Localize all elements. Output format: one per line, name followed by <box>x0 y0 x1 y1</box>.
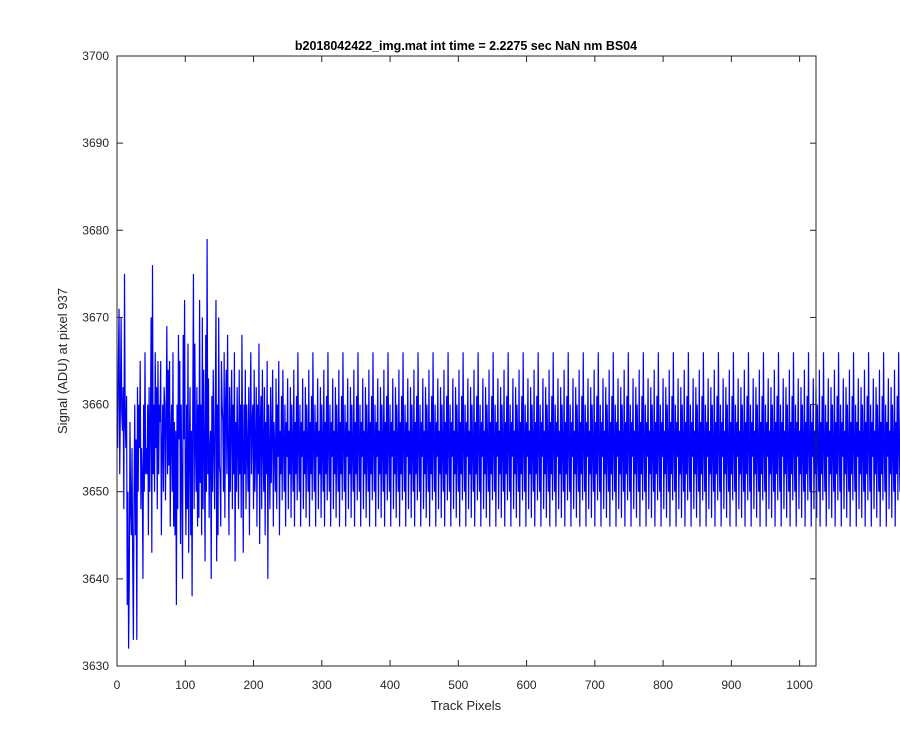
plot-background <box>117 56 816 666</box>
x-tick-label: 300 <box>312 678 332 692</box>
y-tick-label: 3660 <box>82 398 109 412</box>
x-tick-label: 200 <box>244 678 264 692</box>
y-tick-label: 3690 <box>82 136 109 150</box>
x-tick-label: 700 <box>585 678 605 692</box>
y-tick-label: 3640 <box>82 572 109 586</box>
x-axis: 0 100 200 300 400 500 600 700 800 900 1000 <box>114 56 813 692</box>
axes-box <box>116 55 817 667</box>
x-tick-label: 100 <box>175 678 195 692</box>
x-tick-label: 400 <box>380 678 400 692</box>
x-tick-label: 800 <box>653 678 673 692</box>
y-tick-label: 3650 <box>82 485 109 499</box>
y-tick-label: 3630 <box>82 659 109 673</box>
y-axis: 3630 3640 3650 3660 3670 3680 3690 3700 <box>82 49 816 673</box>
chart-title: b2018042422_img.mat int time = 2.2275 se… <box>295 39 637 53</box>
y-axis-label: Signal (ADU) at pixel 937 <box>55 288 70 434</box>
series-line-0 <box>117 238 900 649</box>
x-tick-label: 900 <box>721 678 741 692</box>
x-tick-label: 0 <box>114 678 121 692</box>
x-axis-label: Track Pixels <box>431 698 502 713</box>
series-layer <box>117 238 900 649</box>
x-tick-label: 500 <box>448 678 468 692</box>
x-tick-label: 1000 <box>786 678 813 692</box>
y-tick-label: 3680 <box>82 223 109 237</box>
x-tick-label: 600 <box>517 678 537 692</box>
y-tick-label: 3700 <box>82 49 109 63</box>
y-tick-label: 3670 <box>82 310 109 324</box>
